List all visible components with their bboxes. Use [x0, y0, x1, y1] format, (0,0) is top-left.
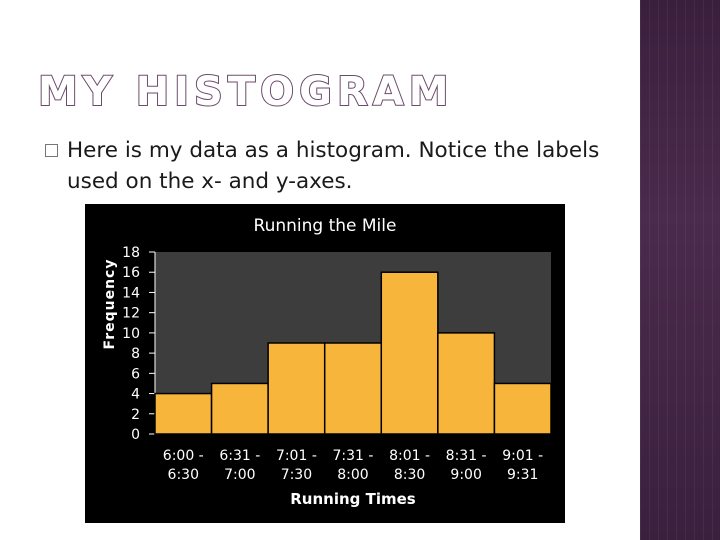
histogram-bar: [267, 342, 326, 435]
x-tick-label: 7:01 -: [276, 448, 317, 464]
slide-title: MY HISTOGRAM: [37, 69, 454, 115]
x-tick-label: 7:31 -: [333, 448, 374, 464]
x-axis-label: Running Times: [290, 490, 416, 508]
histogram-bar: [210, 382, 269, 435]
histogram-bar: [154, 392, 213, 435]
y-tick-label: 6: [131, 366, 140, 382]
histogram-bar: [493, 382, 552, 435]
y-tick-label: 18: [122, 245, 140, 261]
x-tick-label: 8:00: [337, 467, 368, 483]
x-tick-label: 7:00: [224, 467, 255, 483]
x-tick-label: 9:00: [450, 467, 481, 483]
x-tick-label: 9:01 -: [502, 448, 543, 464]
histogram-bar: [380, 271, 439, 435]
histogram-bar: [437, 332, 496, 435]
decorative-side-band: [640, 0, 720, 540]
y-tick-label: 2: [131, 407, 140, 423]
x-tick-label: 6:00 -: [163, 448, 204, 464]
x-tick-label: 8:01 -: [389, 448, 430, 464]
x-tick-label: 8:30: [394, 467, 425, 483]
chart-svg: Running the Mile Frequency 0 2 4 6 8 10 12 14 16 18…: [102, 216, 552, 508]
chart-title: Running the Mile: [254, 216, 397, 236]
y-axis-label: Frequency: [102, 259, 118, 350]
x-tick-label: 7:30: [281, 467, 312, 483]
bullet-text: Here is my data as a histogram. Notice t…: [67, 138, 600, 194]
bullet-box-icon: [45, 144, 58, 157]
title-area: MY HISTOGRAM: [37, 69, 454, 115]
y-tick-label: 16: [122, 265, 140, 281]
y-tick-label: 8: [131, 346, 140, 362]
x-tick-label: 6:30: [168, 467, 199, 483]
y-tick-label: 10: [122, 326, 140, 342]
histogram-chart: Running the Mile Frequency 0 2 4 6 8 10 12 14 16 18…: [85, 204, 565, 523]
y-tick-label: 12: [122, 306, 140, 322]
x-tick-label: 8:31 -: [446, 448, 487, 464]
bullet-point: Here is my data as a histogram. Notice t…: [45, 135, 605, 197]
y-tick-label: 0: [131, 427, 140, 443]
y-tick-label: 4: [131, 387, 140, 403]
x-tick-label: 6:31 -: [219, 448, 260, 464]
histogram-bar: [323, 342, 383, 435]
x-tick-label: 9:31: [507, 467, 538, 483]
y-tick-label: 14: [122, 285, 140, 301]
